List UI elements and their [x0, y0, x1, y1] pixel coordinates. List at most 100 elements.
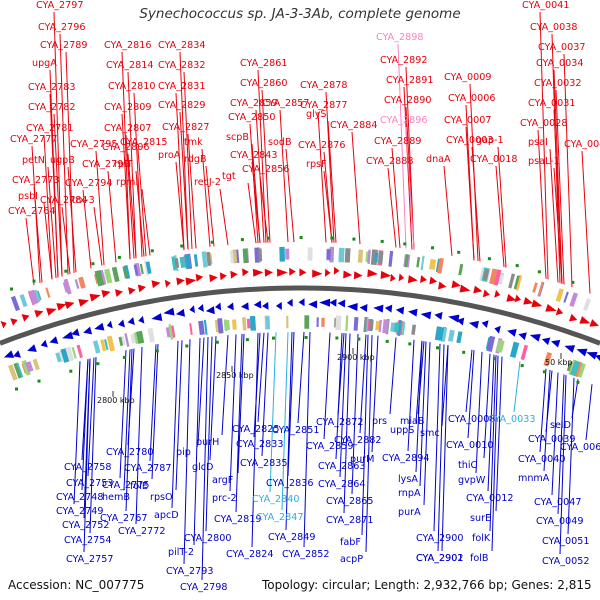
gene-label[interactable]: CYA_0018 — [470, 154, 517, 165]
gene-label[interactable]: CYA_2807 — [104, 123, 151, 134]
gene-label[interactable]: sodB — [268, 137, 292, 148]
gene-label[interactable]: CYA_0039 — [528, 434, 575, 445]
gene-label[interactable]: CYA_2849 — [268, 532, 315, 543]
gene-label[interactable]: CYA_2890 — [384, 95, 431, 106]
gene-label[interactable]: CYA_2865 — [326, 496, 373, 507]
gene-label[interactable]: thiC — [458, 460, 478, 471]
gene-label[interactable]: proA — [158, 150, 181, 161]
gene-label[interactable]: CYA_0031 — [528, 98, 575, 109]
gene-label[interactable]: CYA_2876 — [298, 140, 345, 151]
gene-label[interactable]: folB — [470, 553, 489, 564]
gene-label[interactable]: CYA_0012 — [466, 493, 513, 504]
gene-label[interactable]: CYA_2900 — [416, 533, 463, 544]
gene-label[interactable]: CYA_0038 — [530, 22, 577, 33]
gene-label[interactable]: CYA_2852 — [282, 549, 329, 560]
gene-label[interactable]: purA — [398, 507, 421, 518]
gene-label[interactable]: psaI — [528, 137, 548, 148]
gene-label[interactable]: CYA_2800 — [184, 533, 231, 544]
gene-label[interactable]: CYA_2894 — [382, 453, 429, 464]
gene-label[interactable]: dnaA — [426, 154, 451, 165]
gene-label[interactable]: CYA_2891 — [386, 75, 433, 86]
gene-label[interactable]: CYA_0008 — [448, 414, 495, 425]
gene-label[interactable]: purM — [350, 454, 374, 465]
gene-label[interactable]: CYA_2753 — [66, 478, 113, 489]
gene-label[interactable]: acpP — [340, 554, 363, 565]
gene-label[interactable]: CYA_2901 — [416, 553, 463, 564]
gene-label[interactable]: tmk — [184, 137, 203, 148]
gene-label[interactable]: prc-2 — [212, 493, 237, 504]
gene-label[interactable]: CYA_0033 — [488, 414, 535, 425]
gene-label[interactable]: CYA_2815 — [120, 137, 167, 148]
gene-label[interactable]: CYA_2824 — [226, 549, 273, 560]
gene-label[interactable]: CYA_2864 — [318, 479, 365, 490]
gene-label[interactable]: CYA_2902 — [416, 553, 463, 564]
gene-label[interactable]: CYA_2780 — [106, 447, 153, 458]
gene-label[interactable]: mnmA — [518, 473, 550, 484]
gene-label[interactable]: CYA_0052 — [542, 556, 589, 567]
gene-label[interactable]: CYA_2764 — [8, 206, 55, 217]
gene-label[interactable]: CYA_2794 — [65, 178, 112, 189]
gene-label[interactable]: CYA_2758 — [64, 462, 111, 473]
gene-label[interactable]: lysA — [398, 474, 418, 485]
gene-label[interactable]: CYA_2851 — [272, 425, 319, 436]
gene-label[interactable]: CYA_2896 — [380, 115, 427, 126]
gene-label[interactable]: rdgB — [184, 154, 207, 165]
gene-label[interactable]: CYA_2871 — [326, 515, 373, 526]
gene-label[interactable]: CYA_2877 — [300, 100, 347, 111]
gene-label[interactable]: CYA_2773 — [12, 175, 59, 186]
gene-label[interactable]: CYA_2884 — [330, 120, 377, 131]
gene-label[interactable]: psbI — [18, 191, 38, 202]
gene-label[interactable]: CYA_2882 — [334, 435, 381, 446]
gene-label[interactable]: CYA_2892 — [380, 55, 427, 66]
gene-label[interactable]: folE — [130, 481, 148, 492]
gene-label[interactable]: CYA_0010 — [446, 440, 493, 451]
gene-label[interactable]: CYA_2767 — [100, 513, 147, 524]
gene-label[interactable]: petN — [22, 155, 45, 166]
gene-label[interactable]: rnpA — [398, 488, 421, 499]
gene-label[interactable]: CYA_2749 — [56, 506, 103, 517]
gene-label[interactable]: CYA_2888 — [366, 156, 413, 167]
gene-label[interactable]: CYA_2878 — [300, 80, 347, 91]
gene-label[interactable]: trx-3 — [72, 195, 95, 206]
gene-label[interactable]: CYA_0028 — [520, 118, 567, 129]
gene-label[interactable]: CYA_0037 — [538, 42, 585, 53]
gene-label[interactable]: CYA_2832 — [158, 60, 205, 71]
gene-label[interactable]: CYA_2856 — [242, 164, 289, 175]
gene-label[interactable]: CYA_2775 — [102, 480, 149, 491]
gene-label[interactable]: rplT — [114, 159, 133, 170]
gene-label[interactable]: CYA_2898 — [376, 32, 423, 43]
gene-label[interactable]: CYA_2809 — [104, 102, 151, 113]
gene-label[interactable]: CYA_2797 — [36, 0, 83, 11]
gene-label[interactable]: rpmI — [116, 177, 138, 188]
gene-label[interactable]: folK — [472, 533, 491, 544]
gene-label[interactable]: CYA_2787 — [124, 463, 171, 474]
gene-label[interactable]: CYA_2835 — [240, 458, 287, 469]
gene-label[interactable]: rpsO — [150, 492, 173, 503]
gene-label[interactable]: CYA_0048 — [564, 139, 600, 150]
gene-label[interactable]: CYA_2840 — [252, 494, 299, 505]
gene-label[interactable]: CYA_2861 — [240, 58, 287, 69]
gene-label[interactable]: CYA_0034 — [536, 58, 583, 69]
gene-label[interactable]: recJ-2 — [194, 177, 221, 188]
gene-label[interactable]: CYA_2829 — [158, 100, 205, 111]
gene-label[interactable]: CYA_2795 — [70, 139, 117, 150]
gene-label[interactable]: CYA_2777 — [10, 134, 57, 145]
gene-label[interactable]: CYA_2793 — [166, 566, 213, 577]
gene-label[interactable]: CYA_2781 — [26, 123, 73, 134]
gene-label[interactable]: CYA_0051 — [542, 536, 589, 547]
gene-label[interactable]: CYA_2831 — [158, 81, 205, 92]
gene-label[interactable]: CYA_2798 — [180, 582, 227, 593]
gene-label[interactable]: CYA_2796 — [38, 22, 85, 33]
gene-label[interactable]: upgA — [32, 58, 57, 69]
gene-label[interactable]: CYA_2833 — [236, 439, 283, 450]
gene-label[interactable]: CYA_0047 — [534, 497, 581, 508]
gene-label[interactable]: CYA_2784 — [40, 195, 87, 206]
gene-label[interactable]: CYA_0041 — [522, 0, 569, 11]
gene-label[interactable]: CYA_2782 — [28, 102, 75, 113]
gene-label[interactable]: glyS — [306, 109, 327, 120]
gene-label[interactable]: prs — [372, 416, 387, 427]
gene-label[interactable]: CYA_0040 — [518, 454, 565, 465]
gene-label[interactable]: apcD — [154, 510, 179, 521]
gene-label[interactable]: hemB — [102, 492, 130, 503]
gene-label[interactable]: CYA_2757 — [66, 554, 113, 565]
